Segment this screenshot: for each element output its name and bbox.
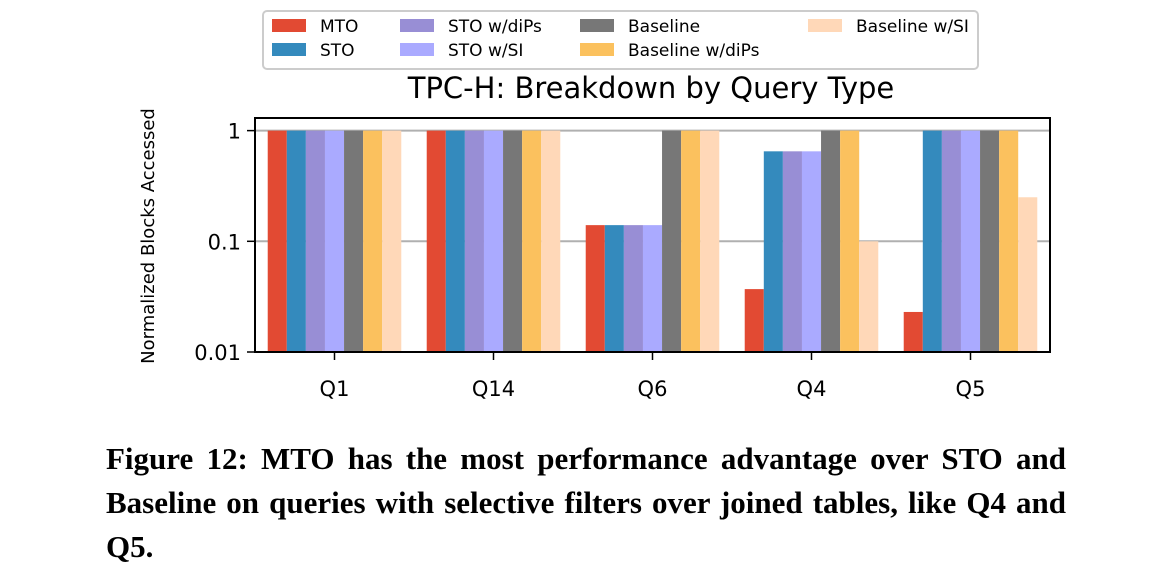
bar	[623, 225, 643, 352]
bar	[700, 130, 720, 352]
legend-swatch	[400, 19, 434, 32]
bar	[344, 130, 364, 352]
bars	[267, 130, 1038, 352]
y-tick-label: 1	[228, 120, 241, 144]
legend-label: STO	[320, 41, 355, 61]
bar	[941, 130, 961, 352]
chart-title: TPC-H: Breakdown by Query Type	[407, 71, 895, 105]
legend-swatch	[808, 19, 842, 32]
bar	[801, 151, 822, 352]
legend-label: Baseline w/diPs	[628, 41, 760, 61]
bar	[980, 130, 1000, 352]
bar	[426, 130, 446, 352]
y-tick-label: 0.01	[194, 341, 241, 365]
plot-frame	[254, 117, 1051, 353]
legend-swatch	[580, 43, 614, 56]
legend-label: MTO	[320, 17, 358, 37]
bar	[522, 130, 542, 352]
figure-caption: Figure 12: MTO has the most performance …	[106, 441, 1066, 564]
y-axis-label: Normalized Blocks Accessed	[138, 108, 159, 364]
x-tick-label: Q4	[797, 377, 827, 401]
bar	[503, 130, 523, 352]
legend-swatch	[272, 19, 306, 32]
bar	[1018, 197, 1038, 352]
bar	[840, 130, 860, 352]
bar	[464, 130, 484, 352]
bar	[305, 130, 325, 352]
legend-label: Baseline	[628, 17, 700, 37]
chart-legend: MTO STO STO w/diPs STO w/SI Baseline Baseline…	[262, 10, 979, 70]
x-tick-label: Q1	[320, 377, 350, 401]
y-tick-label: 0.1	[208, 230, 241, 254]
bar	[662, 130, 682, 352]
bar	[286, 130, 306, 352]
legend-label: STO w/SI	[448, 41, 523, 61]
legend-swatch	[272, 43, 306, 56]
x-tick-label: Q14	[472, 377, 515, 401]
x-tick-label: Q6	[638, 377, 668, 401]
bar	[903, 311, 923, 352]
bar	[445, 130, 465, 352]
bar	[483, 130, 504, 352]
legend-label: STO w/diPs	[448, 17, 542, 37]
bar	[267, 130, 287, 352]
bar	[960, 130, 981, 352]
bar	[999, 130, 1019, 352]
legend-box	[262, 10, 979, 70]
bar	[642, 225, 663, 352]
bar	[763, 151, 783, 352]
bar	[382, 130, 402, 352]
bar	[324, 130, 345, 352]
bar	[922, 130, 942, 352]
legend-swatch	[580, 19, 614, 32]
bar	[782, 151, 802, 352]
bar	[681, 130, 701, 352]
bar	[585, 225, 605, 352]
x-axis-ticks: Q1 Q14 Q6 Q4 Q5	[320, 352, 986, 401]
bar	[541, 130, 561, 352]
bar	[821, 130, 841, 352]
bar	[859, 241, 879, 352]
bar	[604, 225, 624, 352]
legend-swatch	[400, 43, 434, 56]
x-tick-label: Q5	[956, 377, 986, 401]
y-axis-ticks: 0.01 0.1 1	[194, 120, 255, 365]
legend-label: Baseline w/SI	[856, 17, 969, 37]
bar	[744, 289, 764, 352]
bar	[363, 130, 383, 352]
bar-chart: MTO STO STO w/diPs STO w/SI Baseline Baseline…	[138, 10, 1051, 401]
